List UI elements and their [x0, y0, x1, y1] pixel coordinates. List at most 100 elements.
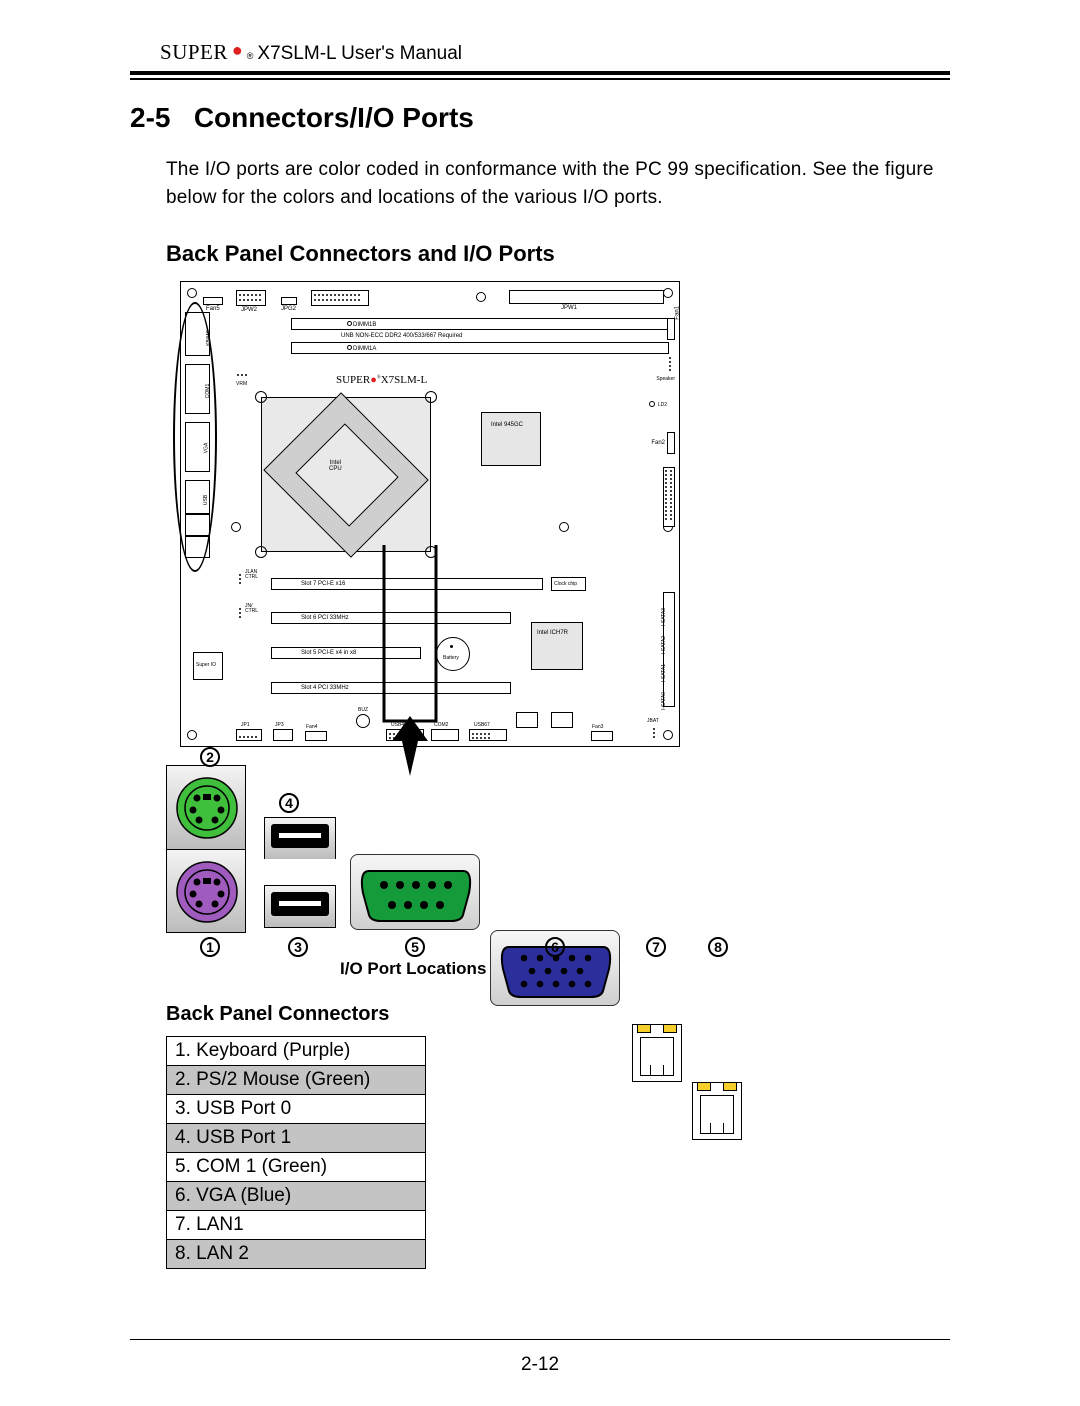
- table-row: 2. PS/2 Mouse (Green): [167, 1066, 426, 1095]
- dimm1b-label: DIMM1B: [353, 322, 376, 328]
- callout-8: 8: [708, 937, 728, 957]
- motherboard-diagram: JPW2 JPW1 Fan5 JPG2 DIMM1B UNB NON-ECC D…: [140, 281, 900, 979]
- section-heading: 2-5 Connectors/I/O Ports: [130, 102, 950, 134]
- slot7-label: Slot 7 PCI-E x16: [301, 581, 345, 587]
- header-rule: [130, 71, 950, 80]
- pins-icon: [239, 294, 261, 296]
- lan-led-icon: [663, 1024, 677, 1033]
- battery-label: Battery: [443, 655, 459, 661]
- jpw2-label: JPW2: [241, 307, 257, 313]
- pins-icon: [653, 728, 655, 738]
- slot5-label: Slot 5 PCI-E x4 in x8: [301, 650, 356, 656]
- callout-6: 6: [545, 937, 565, 957]
- usb-block: [264, 817, 336, 928]
- brand-dot-icon: ●: [232, 40, 243, 61]
- led-icon: [649, 401, 655, 407]
- fan1-label: Fan1: [675, 306, 681, 320]
- jpw2-conn: [236, 290, 266, 306]
- jlan-label: JLANCTRL: [245, 570, 258, 580]
- pins-icon: [472, 737, 490, 739]
- jp3: [273, 729, 293, 741]
- sata1-label: I-SATA1: [661, 664, 667, 682]
- northbridge-label: Intel 945GC: [491, 422, 523, 428]
- fan2-label: Fan2: [651, 440, 665, 446]
- buz-label: BUZ: [358, 707, 368, 713]
- table-row: 6. VGA (Blue): [167, 1182, 426, 1211]
- header-title: X7SLM-L User's Manual: [257, 43, 462, 65]
- table-row: 5. COM 1 (Green): [167, 1153, 426, 1182]
- sp-label: Speaker: [656, 376, 675, 382]
- table-row: 7. LAN1: [167, 1211, 426, 1240]
- slot6-label: Slot 6 PCI 33MHz: [301, 615, 349, 621]
- ps2-mouse-icon: [167, 766, 247, 850]
- pins-icon: [237, 374, 247, 376]
- mount-hole-icon: [231, 522, 241, 532]
- table-row: 8. LAN 2: [167, 1240, 426, 1269]
- pins-icon: [314, 299, 360, 301]
- sata0-label: I-SATA0: [661, 692, 667, 710]
- buzzer-icon: [356, 714, 370, 728]
- jpw1-24pin: [509, 290, 664, 304]
- pins-icon: [665, 470, 667, 520]
- usb4-shell: [264, 817, 336, 859]
- cpu-mount-icon: [255, 546, 267, 558]
- clock-chip-label: Clock chip: [554, 581, 577, 587]
- pins-icon: [239, 574, 241, 584]
- mount-hole-icon: [187, 288, 197, 298]
- back-panel-ports: 2 1 4 3 5: [140, 747, 900, 947]
- usb-port-icon: [271, 824, 329, 848]
- jp1-label: JP1: [241, 722, 250, 728]
- southbridge-label: Intel ICH7R: [537, 630, 568, 636]
- mb-brand: SUPER●®X7SLM-L: [336, 374, 427, 386]
- lan-led-icon: [723, 1082, 737, 1091]
- fan3: [591, 731, 613, 741]
- io-highlight-oval: [173, 302, 217, 572]
- com1-shell: [350, 854, 480, 930]
- pins-icon: [670, 470, 672, 520]
- fan1: [667, 318, 675, 340]
- battery: [436, 637, 470, 671]
- section-subheading: Back Panel Connectors and I/O Ports: [166, 241, 950, 267]
- sata2-label: I-SATA2: [661, 636, 667, 654]
- fan4: [305, 731, 327, 741]
- connectors-table: 1. Keyboard (Purple) 2. PS/2 Mouse (Gree…: [166, 1036, 426, 1269]
- lan2-port: [692, 1082, 742, 1140]
- callout-4: 4: [279, 793, 299, 813]
- rj45-plug-icon: [700, 1095, 734, 1134]
- callout-1: 1: [200, 937, 220, 957]
- callout-3: 3: [288, 937, 308, 957]
- section-body: The I/O ports are color coded in conform…: [166, 156, 950, 211]
- fan2: [667, 432, 675, 454]
- jpg2-label: JPG2: [281, 306, 296, 312]
- pins-icon: [239, 736, 257, 738]
- jp3-label: JP3: [275, 722, 284, 728]
- usb3-shell: [264, 885, 336, 928]
- callout-5: 5: [405, 937, 425, 957]
- brand-registered: ®: [247, 51, 254, 61]
- slot4-label: Slot 4 PCI 33MHz: [301, 685, 349, 691]
- northbridge: [481, 412, 541, 466]
- jpw1-conn: [311, 290, 369, 306]
- ps2-keyboard-icon: [167, 850, 247, 934]
- table-row: 4. USB Port 1: [167, 1124, 426, 1153]
- sata3-label: I-SATA3: [661, 608, 667, 626]
- cpu-mount-icon: [425, 391, 437, 403]
- pins-icon: [669, 357, 671, 371]
- lan1-port: [632, 1024, 682, 1082]
- footer-rule: [130, 1339, 950, 1340]
- mount-hole-icon: [663, 288, 673, 298]
- usb67: [469, 729, 507, 741]
- cpu-label: IntelCPU: [329, 460, 342, 472]
- pins-icon: [239, 608, 241, 618]
- jbat-label: JBAT: [647, 718, 659, 724]
- jpw1-label: JPW1: [561, 305, 577, 311]
- ld2-label: LD2: [658, 402, 667, 408]
- fan5: [203, 297, 223, 305]
- usb-port-icon: [271, 892, 329, 916]
- pins-icon: [314, 294, 360, 296]
- lan1-chip: [516, 712, 538, 728]
- page-header: SUPER ●® X7SLM-L User's Manual: [160, 40, 950, 65]
- lan-led-icon: [697, 1082, 711, 1091]
- fan4-label: Fan4: [306, 724, 317, 730]
- ps2-kb-shell: [166, 849, 246, 933]
